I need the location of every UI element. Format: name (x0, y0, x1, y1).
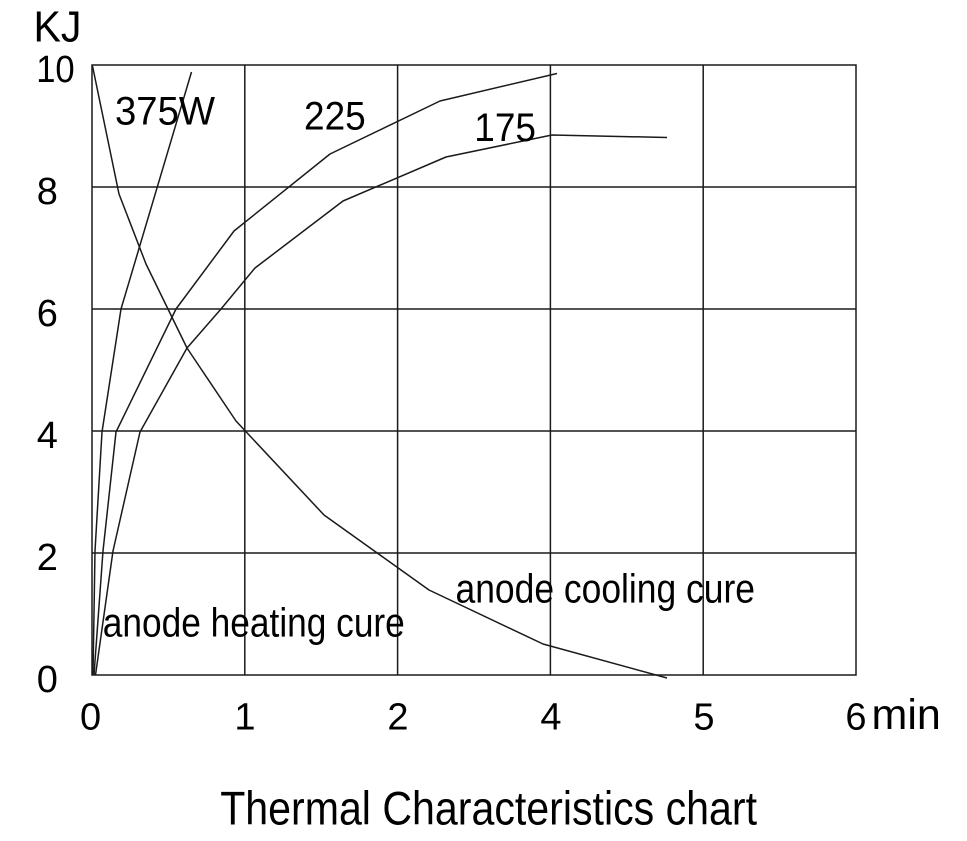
svg-text:anode heating cure: anode heating cure (103, 600, 405, 646)
svg-text:225: 225 (304, 94, 366, 138)
svg-text:375W: 375W (115, 90, 215, 134)
svg-text:KJ: KJ (34, 2, 82, 51)
svg-text:6: 6 (37, 293, 58, 335)
svg-text:10: 10 (36, 49, 74, 91)
svg-text:min: min (872, 691, 941, 739)
svg-text:0: 0 (80, 697, 101, 739)
svg-text:anode cooling cure: anode cooling cure (456, 566, 756, 612)
svg-text:5: 5 (693, 697, 714, 739)
svg-text:4: 4 (37, 415, 58, 457)
svg-text:4: 4 (540, 697, 561, 739)
svg-text:6: 6 (845, 697, 866, 739)
svg-text:0: 0 (37, 659, 58, 701)
svg-text:1: 1 (234, 697, 255, 739)
svg-text:2: 2 (387, 697, 408, 739)
svg-text:8: 8 (37, 171, 58, 213)
svg-text:Thermal Characteristics chart: Thermal Characteristics chart (220, 782, 757, 835)
svg-text:175: 175 (474, 106, 536, 150)
svg-text:2: 2 (37, 537, 58, 579)
